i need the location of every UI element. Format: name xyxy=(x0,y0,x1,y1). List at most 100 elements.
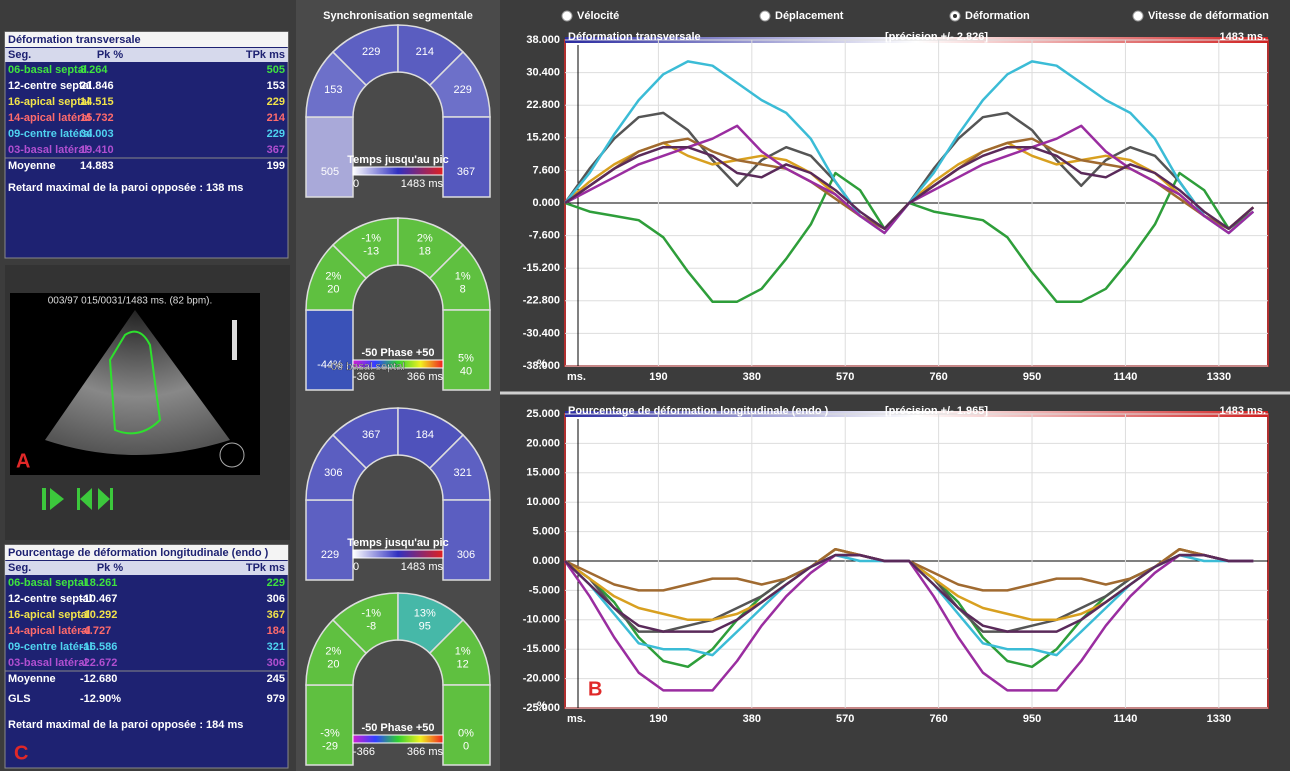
y-tick-label: -15.000 xyxy=(523,643,560,655)
step-back[interactable] xyxy=(80,488,92,510)
segment-value: 367 xyxy=(457,166,475,178)
radio-button[interactable] xyxy=(1132,10,1144,22)
radio-button[interactable] xyxy=(561,10,573,22)
segment xyxy=(305,309,354,391)
table-cell: 09-centre latéral xyxy=(8,641,92,653)
segment-value: 2% xyxy=(417,233,433,245)
segment xyxy=(305,116,354,198)
table-header-bar xyxy=(5,561,288,575)
legend-bar xyxy=(352,734,444,744)
table-cell: 06-basal septal xyxy=(8,64,87,76)
legend-title: Temps jusqu'au pic xyxy=(347,537,448,549)
chart-title: Pourcentage de déformation longitudinale… xyxy=(568,405,829,417)
chart-precision: [précision +/- 1.965] xyxy=(885,405,988,417)
table-cell: 245 xyxy=(267,673,285,685)
segment-value: 12 xyxy=(457,659,469,671)
y-tick-label: -30.400 xyxy=(523,327,560,339)
x-tick-label: 950 xyxy=(1023,371,1041,383)
segment-value: 0% xyxy=(458,727,474,739)
table-note: Retard maximal de la paroi opposée : 138… xyxy=(8,182,243,194)
y-axis-label: % xyxy=(537,700,547,712)
segment-value: 18 xyxy=(419,246,431,258)
radio-label[interactable]: Déformation xyxy=(965,10,1030,22)
segment-value: 505 xyxy=(321,166,339,178)
x-axis-label: ms. xyxy=(567,371,586,383)
segment xyxy=(305,684,354,766)
segment-value: 8 xyxy=(460,284,466,296)
segment-value: 2% xyxy=(325,646,341,658)
segment xyxy=(442,684,491,766)
table-cell: 8.264 xyxy=(80,64,108,76)
table-cell: 505 xyxy=(267,64,285,76)
table-cell: 14-apical latéral xyxy=(8,625,91,637)
tables: Déformation transversale Seg. Pk % TPk ms 06… xyxy=(4,31,289,769)
radio-option[interactable]: Vitesse de déformation xyxy=(1132,10,1269,22)
table-cell: 214 xyxy=(267,112,286,124)
radio-label[interactable]: Vélocité xyxy=(577,10,619,22)
x-tick-label: 1140 xyxy=(1113,713,1137,725)
radio-button[interactable] xyxy=(759,10,771,22)
play-button[interactable] xyxy=(50,488,64,510)
table-title: Pourcentage de déformation longitudinale… xyxy=(8,547,269,559)
chart-title: Déformation transversale xyxy=(568,31,701,43)
panel-label: B xyxy=(588,678,602,700)
radio-option[interactable]: Déplacement xyxy=(759,10,844,22)
table-cell: 09-centre latéral xyxy=(8,128,92,140)
segment-value: 0 xyxy=(463,740,469,752)
table-cell: 229 xyxy=(267,96,285,108)
y-tick-label: -38.000 xyxy=(523,360,560,372)
segment-value: 229 xyxy=(453,84,471,96)
table-panel xyxy=(4,544,289,769)
chart-precision: [précision +/- 2.826] xyxy=(885,31,988,43)
table-cell: 21.846 xyxy=(80,80,114,92)
segment xyxy=(442,309,491,391)
table-cell: 16-apical septal xyxy=(8,96,90,108)
x-tick-label: 380 xyxy=(743,371,761,383)
play-bar[interactable] xyxy=(42,488,46,510)
radio-label[interactable]: Déplacement xyxy=(775,10,844,22)
radio-option[interactable]: Vélocité xyxy=(561,10,619,22)
table-cell: -12.90% xyxy=(80,693,121,705)
x-tick-label: 190 xyxy=(649,371,667,383)
x-axis-label: ms. xyxy=(567,713,586,725)
step-forward-bar[interactable] xyxy=(110,488,113,510)
step-back-bar[interactable] xyxy=(77,488,80,510)
legend-max: 1483 ms xyxy=(401,178,444,190)
step-forward[interactable] xyxy=(98,488,110,510)
table-header: Seg. xyxy=(8,562,31,574)
table-header: TPk ms xyxy=(246,49,285,61)
sync-title: Synchronisation segmentale xyxy=(323,10,473,22)
table-title: Déformation transversale xyxy=(8,34,141,46)
segment-value: 5% xyxy=(458,352,474,364)
y-axis-label: % xyxy=(537,358,547,370)
segment-value: -1% xyxy=(361,608,381,620)
legend-max: 366 ms xyxy=(407,371,444,383)
table-cell: -16.586 xyxy=(80,641,117,653)
x-tick-label: 760 xyxy=(929,713,947,725)
legend-min: -366 xyxy=(353,746,375,758)
playback-controls[interactable] xyxy=(42,488,113,510)
radio-option[interactable]: Déformation xyxy=(949,10,1030,22)
table-cell: 306 xyxy=(267,593,285,605)
segment-value: 321 xyxy=(453,467,471,479)
legend-min: 0 xyxy=(353,561,359,573)
table-cell: 199 xyxy=(267,160,285,172)
radio-label[interactable]: Vitesse de déformation xyxy=(1148,10,1269,22)
radio-dot[interactable] xyxy=(953,14,957,18)
bullseye: -44%2%20-1%-132%181%85%40-50 Phase +50-3… xyxy=(305,217,491,391)
table-cell: 03-basal latéral xyxy=(8,144,88,156)
table-cell: 321 xyxy=(267,641,285,653)
table-title-bar xyxy=(5,545,288,560)
x-tick-label: 1330 xyxy=(1207,371,1231,383)
y-tick-label: 15.200 xyxy=(526,132,560,144)
table-cell: 153 xyxy=(267,80,285,92)
mode-selector[interactable]: Vélocité Déplacement Déformation Vitesse de… xyxy=(561,10,1269,22)
strain-table: Déformation transversale Seg. Pk % TPk ms 06… xyxy=(4,31,289,259)
y-tick-label: 5.000 xyxy=(532,526,560,538)
y-tick-label: -5.000 xyxy=(529,584,560,596)
segment-value: 95 xyxy=(419,621,431,633)
table-cell: -4.727 xyxy=(80,625,111,637)
bullseyes: 505 153 229 214 229 367 Temps jusqu'au pic 0 148… xyxy=(305,24,491,766)
legend-title: -50 Phase +50 xyxy=(361,347,434,359)
legend-bar xyxy=(352,359,444,369)
